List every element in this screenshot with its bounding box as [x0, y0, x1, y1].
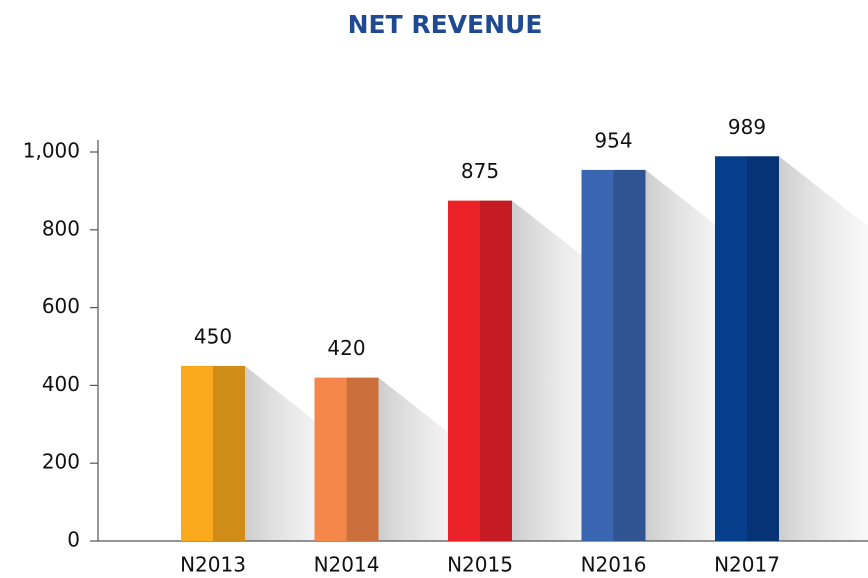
x-tick-label: N2014: [314, 553, 380, 577]
y-tick-label: 200: [42, 450, 80, 474]
bar: [448, 200, 512, 541]
data-label: 420: [327, 336, 365, 360]
bar: [715, 156, 779, 542]
bar-dark-half: [613, 169, 646, 542]
x-tick-label: N2013: [180, 553, 246, 577]
bar-dark-half: [747, 156, 779, 542]
y-tick-label: 800: [42, 216, 80, 240]
y-tick-label: 0: [67, 528, 80, 552]
bar: [581, 169, 646, 542]
bar-dark-half: [480, 200, 512, 541]
data-label: 954: [594, 128, 632, 152]
x-tick-label: N2017: [714, 553, 780, 577]
x-tick-label: N2016: [581, 553, 647, 577]
x-tick-label: N2015: [447, 553, 513, 577]
data-label: 875: [461, 159, 499, 183]
bar: [181, 365, 245, 541]
y-tick-label: 1,000: [23, 139, 80, 163]
data-label: 989: [728, 115, 766, 139]
bar-shadow: [779, 156, 868, 541]
bar-dark-half: [213, 365, 245, 541]
y-tick-label: 600: [42, 294, 80, 318]
bar: [314, 377, 379, 541]
chart-title: NET REVENUE: [348, 10, 543, 39]
data-label: 450: [194, 324, 232, 348]
y-tick-label: 400: [42, 372, 80, 396]
bar-dark-half: [346, 377, 379, 541]
